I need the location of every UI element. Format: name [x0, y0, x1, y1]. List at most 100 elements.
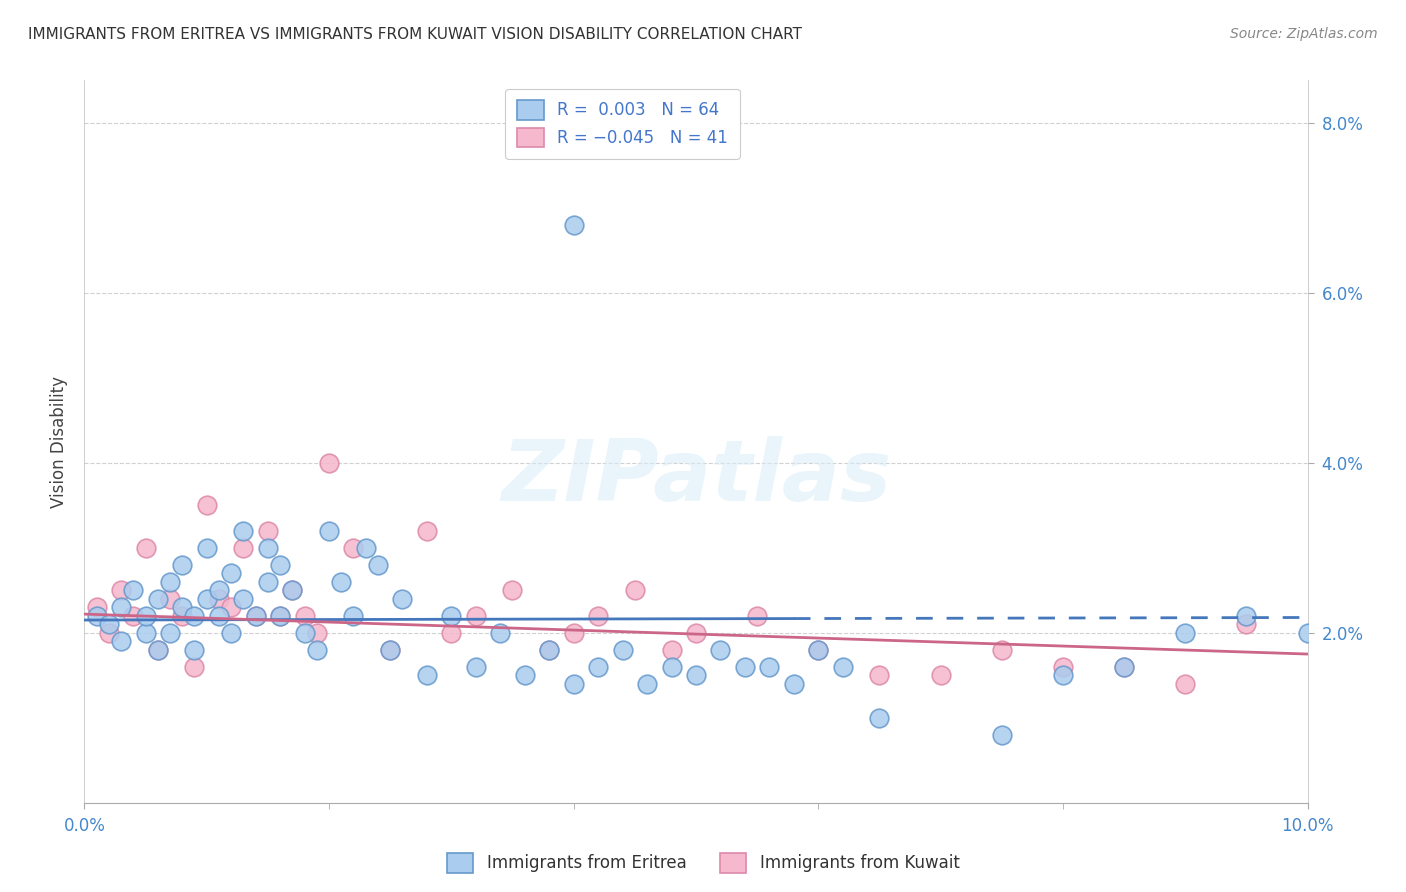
Point	[1174, 677, 1197, 691]
Point	[318, 524, 340, 538]
Point	[929, 668, 952, 682]
Point	[86, 600, 108, 615]
Point	[831, 660, 853, 674]
Point	[159, 625, 181, 640]
Point	[318, 456, 340, 470]
Point	[110, 634, 132, 648]
Point	[685, 625, 707, 640]
Point	[219, 600, 242, 615]
Point	[110, 600, 132, 615]
Point	[86, 608, 108, 623]
Point	[159, 591, 181, 606]
Point	[183, 608, 205, 623]
Point	[440, 625, 463, 640]
Point	[245, 608, 267, 623]
Point	[172, 608, 194, 623]
Point	[257, 541, 280, 555]
Point	[464, 608, 486, 623]
Point	[807, 642, 830, 657]
Point	[783, 677, 806, 691]
Point	[146, 642, 169, 657]
Point	[367, 558, 389, 572]
Point	[122, 608, 145, 623]
Point	[1052, 668, 1074, 682]
Point	[391, 591, 413, 606]
Y-axis label: Vision Disability: Vision Disability	[49, 376, 67, 508]
Point	[159, 574, 181, 589]
Point	[416, 668, 439, 682]
Point	[380, 642, 402, 657]
Point	[135, 608, 157, 623]
Point	[1236, 608, 1258, 623]
Legend: Immigrants from Eritrea, Immigrants from Kuwait: Immigrants from Eritrea, Immigrants from…	[440, 847, 966, 880]
Point	[342, 541, 364, 555]
Point	[991, 728, 1014, 742]
Point	[281, 583, 304, 598]
Point	[183, 642, 205, 657]
Point	[294, 625, 316, 640]
Point	[135, 541, 157, 555]
Point	[281, 583, 304, 598]
Point	[269, 608, 291, 623]
Point	[97, 617, 120, 632]
Point	[1174, 625, 1197, 640]
Point	[562, 218, 585, 232]
Point	[208, 608, 231, 623]
Point	[294, 608, 316, 623]
Point	[586, 660, 609, 674]
Point	[245, 608, 267, 623]
Point	[464, 660, 486, 674]
Point	[636, 677, 658, 691]
Point	[195, 498, 218, 512]
Point	[208, 583, 231, 598]
Point	[232, 591, 254, 606]
Point	[257, 574, 280, 589]
Point	[734, 660, 756, 674]
Point	[416, 524, 439, 538]
Point	[257, 524, 280, 538]
Point	[146, 591, 169, 606]
Point	[1236, 617, 1258, 632]
Point	[219, 566, 242, 581]
Point	[747, 608, 769, 623]
Point	[97, 625, 120, 640]
Point	[1052, 660, 1074, 674]
Point	[330, 574, 353, 589]
Point	[122, 583, 145, 598]
Point	[208, 591, 231, 606]
Point	[305, 642, 328, 657]
Point	[380, 642, 402, 657]
Point	[624, 583, 647, 598]
Point	[991, 642, 1014, 657]
Point	[219, 625, 242, 640]
Point	[586, 608, 609, 623]
Point	[869, 711, 891, 725]
Point	[562, 625, 585, 640]
Point	[807, 642, 830, 657]
Point	[1296, 625, 1319, 640]
Point	[758, 660, 780, 674]
Point	[305, 625, 328, 640]
Point	[502, 583, 524, 598]
Point	[195, 591, 218, 606]
Text: IMMIGRANTS FROM ERITREA VS IMMIGRANTS FROM KUWAIT VISION DISABILITY CORRELATION : IMMIGRANTS FROM ERITREA VS IMMIGRANTS FR…	[28, 27, 801, 42]
Point	[172, 600, 194, 615]
Point	[342, 608, 364, 623]
Point	[513, 668, 536, 682]
Point	[562, 677, 585, 691]
Point	[195, 541, 218, 555]
Text: Source: ZipAtlas.com: Source: ZipAtlas.com	[1230, 27, 1378, 41]
Legend: R =  0.003   N = 64, R = −0.045   N = 41: R = 0.003 N = 64, R = −0.045 N = 41	[506, 88, 740, 159]
Point	[183, 660, 205, 674]
Point	[269, 608, 291, 623]
Point	[489, 625, 512, 640]
Point	[685, 668, 707, 682]
Point	[232, 524, 254, 538]
Point	[661, 642, 683, 657]
Point	[110, 583, 132, 598]
Point	[232, 541, 254, 555]
Point	[1114, 660, 1136, 674]
Point	[709, 642, 731, 657]
Point	[538, 642, 561, 657]
Point	[269, 558, 291, 572]
